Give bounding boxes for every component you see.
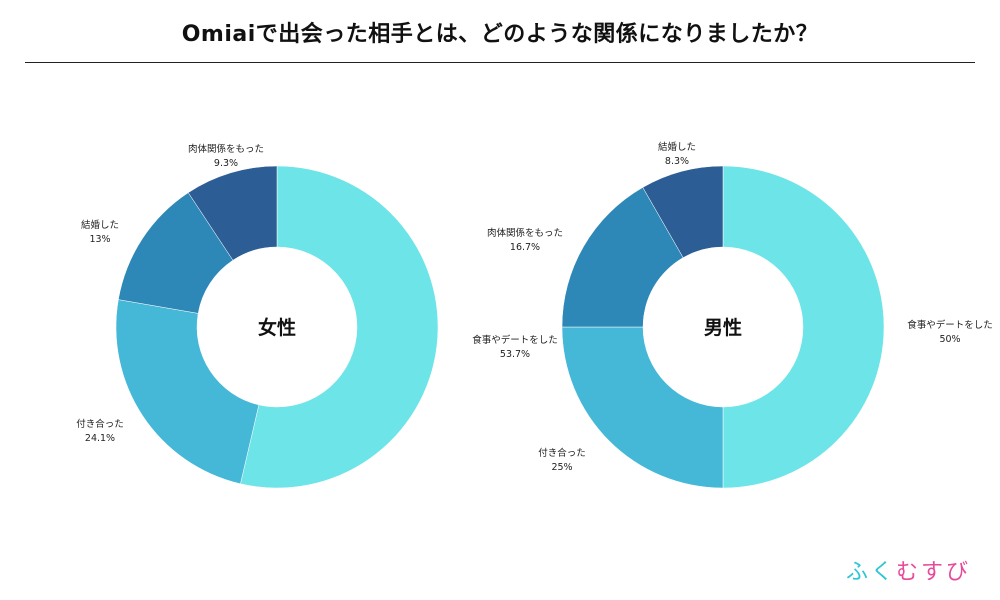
chart-title: Omiaiで出会った相手とは、どのような関係になりましたか？ (181, 22, 819, 47)
donut-slice-0-0 (240, 165, 439, 489)
male-donut-chart: 食事やデートをした 50% 付き合った 25% 肉体関係をもった 16.7% 結婚した 8.3… (487, 141, 993, 489)
slice-value-0-3: 9.3% (214, 158, 238, 169)
slice-value-1-0: 50% (939, 334, 960, 345)
slice-label-0-1: 付き合った (76, 418, 124, 430)
slice-label-1-2: 肉体関係をもった (487, 227, 563, 239)
slice-label-1-1: 付き合った (538, 447, 586, 459)
logo-part-1: ふく (846, 560, 897, 585)
donut-slice-1-3 (642, 165, 724, 258)
slice-value-0-0: 53.7% (500, 349, 530, 360)
donut-center-label-1: 男性 (704, 316, 742, 339)
slice-label-0-3: 肉体関係をもった (188, 143, 264, 155)
female-donut-chart: 食事やデートをした 53.7% 付き合った 24.1% 結婚した 13% 肉体関係をもった 9… (76, 143, 558, 489)
slice-value-0-1: 24.1% (85, 433, 115, 444)
donut-slice-0-3 (187, 165, 278, 261)
slice-value-1-3: 8.3% (665, 156, 689, 167)
donut-slice-0-1 (115, 299, 260, 485)
slice-label-0-0: 食事やデートをした (472, 334, 558, 346)
slice-label-1-0: 食事やデートをした (907, 319, 993, 331)
donut-slice-1-0 (722, 165, 885, 489)
title-divider (25, 62, 975, 63)
slice-label-0-2: 結婚した (81, 219, 119, 231)
fukumusubi-logo: ふくむすび (846, 554, 971, 586)
slice-label-1-3: 結婚した (658, 141, 696, 153)
donut-slice-1-1 (561, 326, 724, 489)
slice-value-1-1: 25% (551, 462, 572, 473)
donut-center-label-0: 女性 (258, 316, 296, 339)
logo-part-2: むすび (896, 560, 972, 585)
slice-value-1-2: 16.7% (510, 242, 540, 253)
slice-value-0-2: 13% (89, 234, 110, 245)
